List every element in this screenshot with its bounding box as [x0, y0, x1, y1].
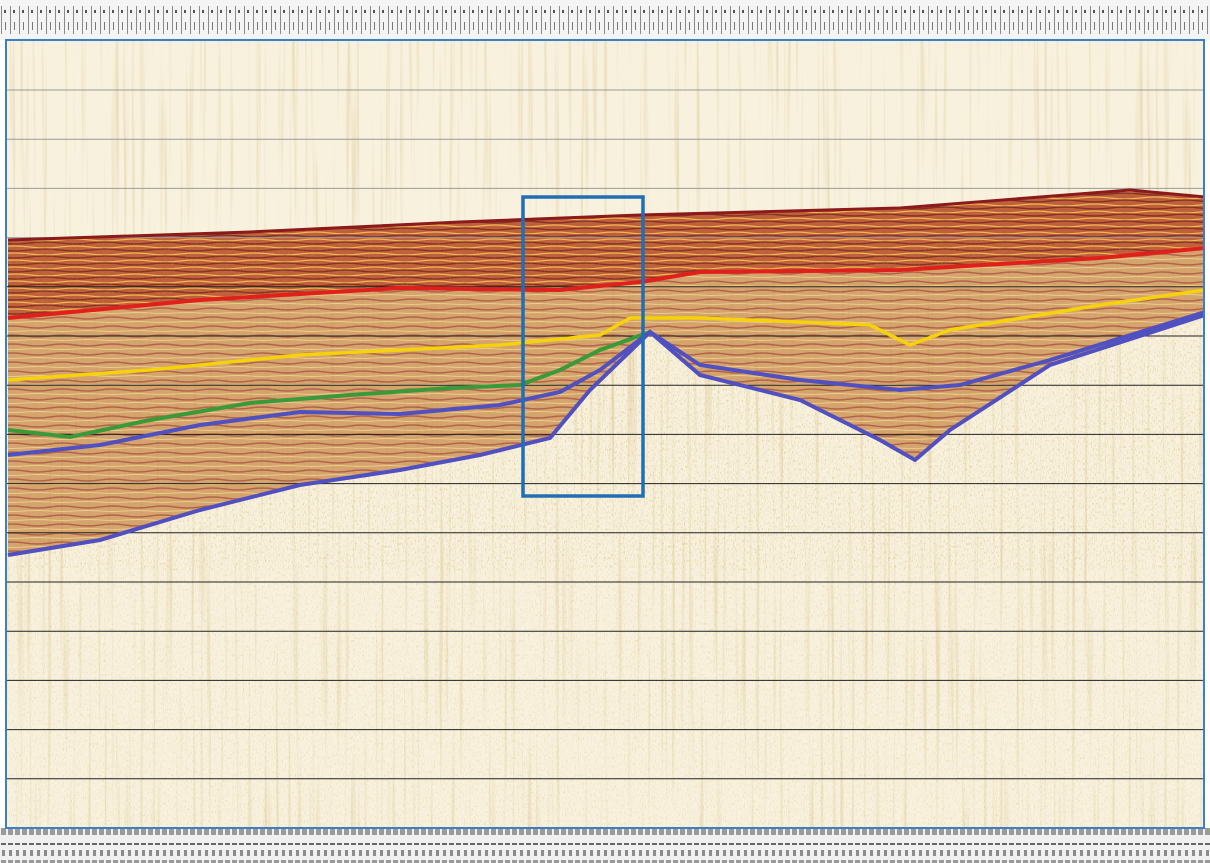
footer-band — [0, 828, 1210, 863]
header-band — [0, 0, 1210, 40]
overlay-noise — [6, 240, 1204, 570]
seismic-profile — [0, 0, 1210, 863]
page: (() => { const g = document.getElementBy… — [0, 0, 1210, 863]
section — [6, 40, 1205, 828]
